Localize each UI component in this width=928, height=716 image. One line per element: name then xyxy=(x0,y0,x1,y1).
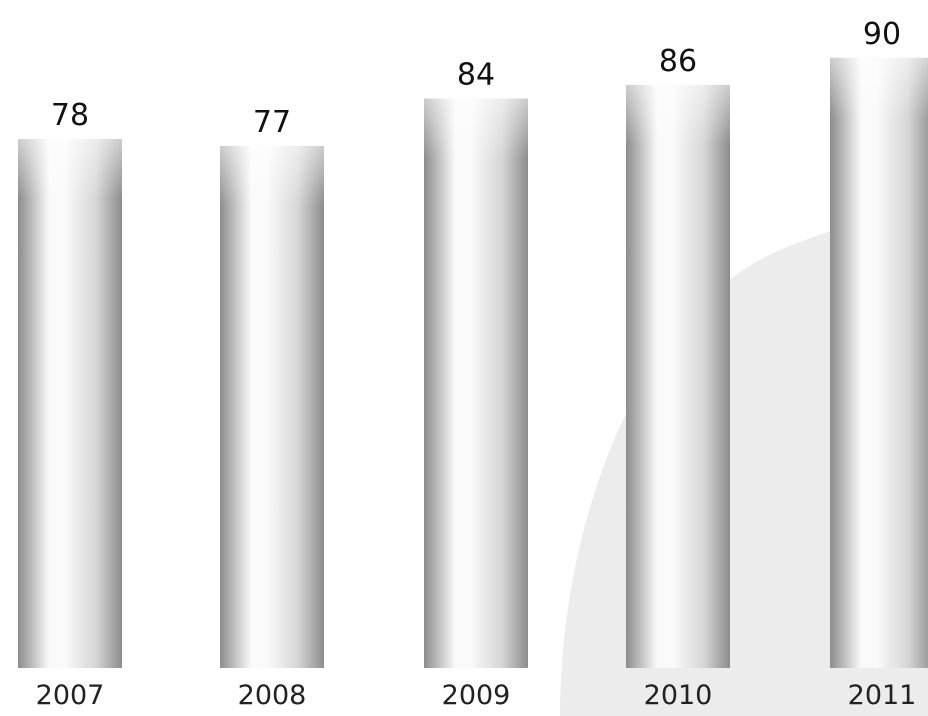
bar-highlight xyxy=(220,145,324,206)
bar-body xyxy=(830,57,928,669)
bar-2008 xyxy=(220,145,324,668)
x-tick-label-2007: 2007 xyxy=(36,680,105,711)
bar-highlight xyxy=(830,57,928,118)
bar-body xyxy=(18,139,122,668)
value-label-2011: 90 xyxy=(863,17,901,52)
value-labels-group: 78 77 84 86 90 xyxy=(51,17,901,140)
bar-body xyxy=(220,145,324,668)
x-tick-label-2010: 2010 xyxy=(644,680,713,711)
x-tick-label-2011: 2011 xyxy=(848,680,917,711)
x-axis-labels-group: 2007 2008 2009 2010 2011 xyxy=(36,680,917,711)
value-label-2009: 84 xyxy=(457,57,495,92)
bars-group xyxy=(18,57,928,669)
value-label-2008: 77 xyxy=(253,105,291,140)
bar-2011 xyxy=(830,57,928,669)
value-label-2007: 78 xyxy=(51,98,89,133)
x-tick-label-2008: 2008 xyxy=(238,680,307,711)
bar-highlight xyxy=(424,98,528,159)
bar-body xyxy=(424,98,528,669)
bar-highlight xyxy=(626,84,730,145)
bar-2010 xyxy=(626,84,730,669)
x-tick-label-2009: 2009 xyxy=(442,680,511,711)
bar-2009 xyxy=(424,98,528,669)
value-label-2010: 86 xyxy=(659,44,697,79)
bar-2007 xyxy=(18,139,122,668)
bar-body xyxy=(626,84,730,669)
bar-highlight xyxy=(18,139,122,200)
